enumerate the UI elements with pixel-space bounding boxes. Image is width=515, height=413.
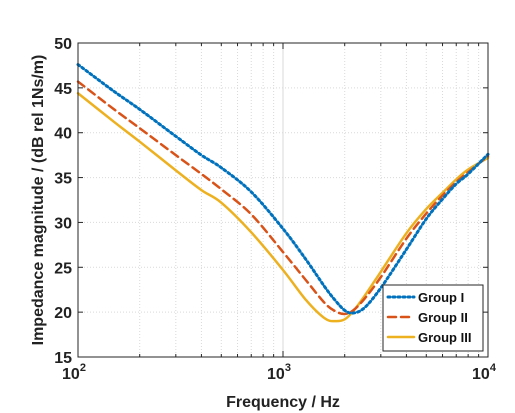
y-tick-label-4: 35 <box>54 171 72 188</box>
series-line-group-iii <box>76 91 490 323</box>
legend-label-0: Group I <box>418 290 464 305</box>
tick-marks <box>78 42 488 358</box>
legend-label-2: Group III <box>418 330 471 345</box>
y-tick-label-5: 40 <box>54 126 72 143</box>
x-tick-label-1: 103 <box>267 362 291 383</box>
y-axis-label: Impedance magnitude / (dB rel 1Ns/m) <box>30 55 47 346</box>
y-tick-label-0: 15 <box>54 350 72 367</box>
x-axis-label: Frequency / Hz <box>226 394 340 411</box>
x-tick-labels: 102 103 104 <box>62 362 497 383</box>
y-tick-labels: 15 20 25 30 35 40 45 50 <box>54 36 72 367</box>
series-lines <box>76 63 490 323</box>
series-line-group-i <box>76 63 490 315</box>
y-tick-label-3: 30 <box>54 215 72 232</box>
legend: Group I Group II Group III <box>382 284 484 352</box>
y-tick-label-7: 50 <box>54 36 72 53</box>
x-tick-label-0: 102 <box>62 362 86 383</box>
y-tick-label-6: 45 <box>54 81 72 98</box>
y-tick-label-1: 20 <box>54 305 72 322</box>
x-tick-label-2: 104 <box>472 362 497 383</box>
series-line-group-ii <box>76 80 490 316</box>
legend-label-1: Group II <box>418 310 468 325</box>
y-tick-label-2: 25 <box>54 260 72 277</box>
